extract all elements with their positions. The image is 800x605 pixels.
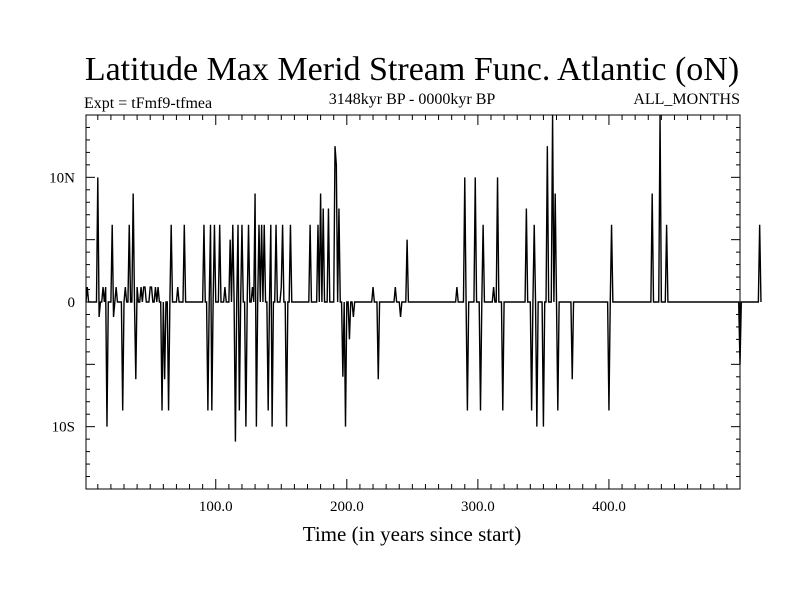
- months-label: ALL_MONTHS: [633, 91, 740, 108]
- x-axis-label: Time (in years since start): [303, 522, 522, 546]
- x-tick-label: 300.0: [461, 499, 495, 515]
- x-tick-label: 200.0: [330, 499, 364, 515]
- plot-area: 100.0 200.0 300.0 400.0 10N 0 10S: [49, 114, 762, 515]
- experiment-label: Expt = tFmf9-tfmea: [84, 95, 212, 112]
- time-range-label: 3148kyr BP - 0000kyr BP: [329, 91, 496, 108]
- y-tick-label: 0: [68, 295, 76, 311]
- y-tick-label: 10N: [49, 170, 75, 186]
- x-tick-label: 400.0: [592, 499, 626, 515]
- series-line: [85, 114, 762, 442]
- x-tick-label: 100.0: [199, 499, 233, 515]
- y-tick-label: 10S: [52, 420, 75, 436]
- chart-title: Latitude Max Merid Stream Func. Atlantic…: [85, 51, 739, 88]
